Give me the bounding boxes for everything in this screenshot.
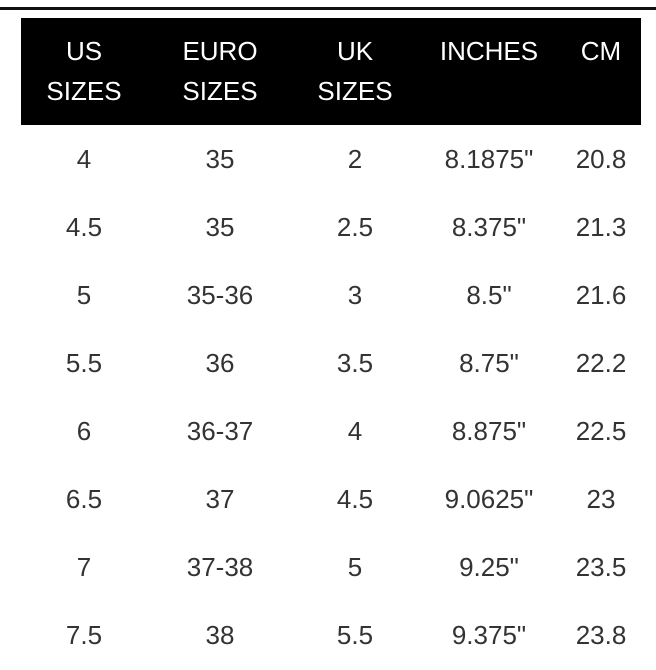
table-cell: 35-36 [186, 279, 254, 310]
table-cell: 22.5 [575, 415, 627, 446]
table-row: 6.5 37 4.5 9.0625" 23 [21, 465, 641, 533]
table-cell: 7 [76, 551, 92, 582]
table-row: 7.5 38 5.5 9.375" 23.8 [21, 601, 641, 669]
table-cell: 35 [205, 143, 235, 174]
table-cell: 6 [76, 415, 92, 446]
table-cell: 6.5 [65, 483, 103, 514]
table-row: 5 35-36 3 8.5" 21.6 [21, 261, 641, 329]
table-cell: 2 [347, 143, 363, 174]
header-text: SIZES [46, 76, 122, 106]
table-row: 4.5 35 2.5 8.375" 21.3 [21, 193, 641, 261]
table-cell: 3.5 [336, 347, 374, 378]
table-cell: 2.5 [336, 211, 374, 242]
table-cell: 36 [205, 347, 235, 378]
header-cell: EURO SIZES [147, 18, 293, 125]
table-cell: 8.375" [451, 211, 527, 242]
table-cell: 36-37 [186, 415, 254, 446]
table-cell: 37 [205, 483, 235, 514]
size-table: US SIZES EURO SIZES UK SIZES INCHES CM 4 35 2 8.18… [21, 18, 641, 669]
table-cell: 4 [347, 415, 363, 446]
header-text: EURO [182, 36, 258, 66]
table-cell: 3 [347, 279, 363, 310]
header-text: INCHES [439, 36, 539, 66]
header-cell: US SIZES [21, 18, 147, 125]
table-cell: 22.2 [575, 347, 627, 378]
header-cell: INCHES [417, 18, 561, 125]
table-cell: 20.8 [575, 143, 627, 174]
table-cell: 8.1875" [444, 143, 534, 174]
header-text: CM [580, 36, 622, 66]
table-cell: 38 [205, 619, 235, 650]
header-text: SIZES [317, 76, 393, 106]
table-body: 4 35 2 8.1875" 20.8 4.5 35 2.5 8.375" 21.3 5 35-36 3… [21, 125, 641, 669]
header-text: UK [336, 36, 374, 66]
table-cell: 8.5" [466, 279, 512, 310]
table-cell: 4.5 [65, 211, 103, 242]
table-row: 4 35 2 8.1875" 20.8 [21, 125, 641, 193]
table-cell: 8.875" [451, 415, 527, 446]
table-cell: 5.5 [65, 347, 103, 378]
table-cell: 5 [76, 279, 92, 310]
table-cell: 23 [586, 483, 616, 514]
table-cell: 5.5 [336, 619, 374, 650]
table-cell: 35 [205, 211, 235, 242]
table-row: 5.5 36 3.5 8.75" 22.2 [21, 329, 641, 397]
header-text: US [65, 36, 103, 66]
table-cell: 9.0625" [444, 483, 534, 514]
table-cell: 8.75" [459, 347, 519, 378]
header-text: SIZES [182, 76, 258, 106]
table-row: 6 36-37 4 8.875" 22.5 [21, 397, 641, 465]
table-cell: 21.6 [575, 279, 627, 310]
table-cell: 7.5 [65, 619, 103, 650]
table-cell: 9.375" [451, 619, 527, 650]
table-cell: 21.3 [575, 211, 627, 242]
top-rule [0, 7, 656, 10]
table-cell: 9.25" [459, 551, 519, 582]
table-cell: 4.5 [336, 483, 374, 514]
table-row: 7 37-38 5 9.25" 23.5 [21, 533, 641, 601]
table-cell: 5 [347, 551, 363, 582]
table-cell: 23.5 [575, 551, 627, 582]
header-cell: CM [561, 18, 641, 125]
table-cell: 37-38 [186, 551, 254, 582]
table-cell: 23.8 [575, 619, 627, 650]
header-cell: UK SIZES [293, 18, 417, 125]
table-cell: 4 [76, 143, 92, 174]
header-row: US SIZES EURO SIZES UK SIZES INCHES CM [21, 18, 641, 125]
